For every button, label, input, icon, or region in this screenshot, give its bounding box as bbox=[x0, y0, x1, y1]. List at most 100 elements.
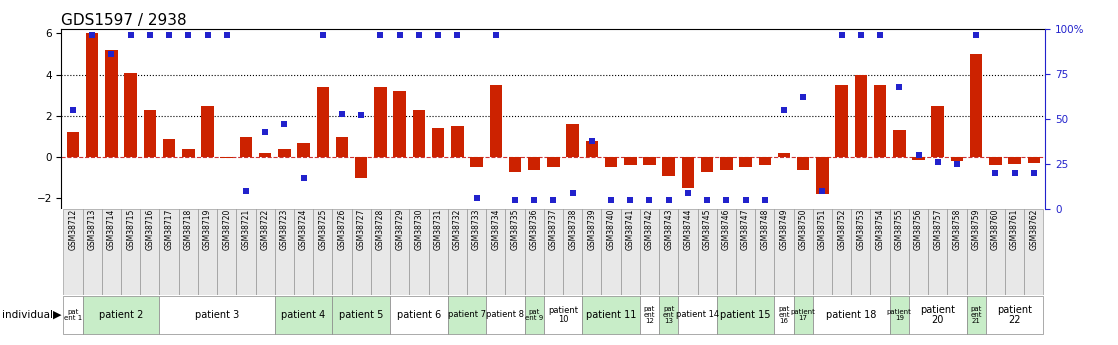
Text: GSM38754: GSM38754 bbox=[875, 209, 884, 250]
Text: individual: individual bbox=[2, 310, 54, 320]
Text: GSM38729: GSM38729 bbox=[395, 209, 405, 250]
Text: GSM38745: GSM38745 bbox=[702, 209, 712, 250]
Text: GSM38732: GSM38732 bbox=[453, 209, 462, 250]
Bar bbox=[524, 209, 543, 295]
Text: GSM38760: GSM38760 bbox=[991, 209, 999, 250]
Bar bbox=[755, 209, 775, 295]
Bar bbox=[871, 209, 890, 295]
Bar bbox=[182, 149, 195, 157]
Bar bbox=[813, 296, 890, 334]
Text: GSM38738: GSM38738 bbox=[568, 209, 577, 250]
Text: GSM38736: GSM38736 bbox=[530, 209, 539, 250]
Text: GSM38743: GSM38743 bbox=[664, 209, 673, 250]
Text: GSM38719: GSM38719 bbox=[203, 209, 212, 250]
Text: GSM38717: GSM38717 bbox=[164, 209, 173, 250]
Bar bbox=[124, 73, 136, 157]
Bar bbox=[528, 157, 540, 169]
Text: patient 8: patient 8 bbox=[486, 310, 524, 319]
Bar bbox=[86, 33, 98, 157]
Text: patient 18: patient 18 bbox=[826, 310, 877, 320]
Bar bbox=[64, 296, 83, 334]
Bar bbox=[390, 296, 447, 334]
Bar bbox=[335, 137, 349, 157]
Text: GSM38718: GSM38718 bbox=[183, 209, 192, 250]
Bar bbox=[143, 110, 157, 157]
Bar bbox=[778, 153, 790, 157]
Bar bbox=[297, 143, 310, 157]
Bar bbox=[352, 209, 371, 295]
Text: GSM38742: GSM38742 bbox=[645, 209, 654, 250]
Text: GSM38746: GSM38746 bbox=[722, 209, 731, 250]
Bar bbox=[986, 296, 1043, 334]
Bar bbox=[102, 209, 121, 295]
Text: GSM38723: GSM38723 bbox=[280, 209, 288, 250]
Bar bbox=[893, 130, 906, 157]
Bar bbox=[201, 106, 214, 157]
Bar bbox=[375, 87, 387, 157]
Bar bbox=[794, 209, 813, 295]
Text: GSM38716: GSM38716 bbox=[145, 209, 154, 250]
Text: GSM38713: GSM38713 bbox=[87, 209, 97, 250]
Text: pat
ent 9: pat ent 9 bbox=[525, 309, 543, 321]
Bar bbox=[486, 209, 505, 295]
Bar bbox=[294, 209, 313, 295]
Bar bbox=[775, 209, 794, 295]
Bar bbox=[947, 209, 967, 295]
Bar bbox=[236, 209, 256, 295]
Bar bbox=[316, 87, 329, 157]
Text: pat
ent
12: pat ent 12 bbox=[644, 306, 655, 324]
Bar bbox=[547, 157, 560, 167]
Text: GSM38759: GSM38759 bbox=[972, 209, 980, 250]
Bar bbox=[83, 209, 102, 295]
Bar bbox=[332, 209, 352, 295]
Bar bbox=[890, 209, 909, 295]
Bar bbox=[490, 85, 502, 157]
Text: GSM38748: GSM38748 bbox=[760, 209, 769, 250]
Bar bbox=[278, 149, 291, 157]
Text: GSM38762: GSM38762 bbox=[1030, 209, 1039, 250]
Text: pat
ent 1: pat ent 1 bbox=[64, 309, 82, 321]
Bar bbox=[409, 209, 428, 295]
Bar bbox=[967, 296, 986, 334]
Bar bbox=[679, 209, 698, 295]
Bar bbox=[1008, 157, 1021, 164]
Bar bbox=[620, 209, 639, 295]
Text: GSM38733: GSM38733 bbox=[472, 209, 481, 250]
Bar bbox=[698, 209, 717, 295]
Text: GSM38720: GSM38720 bbox=[222, 209, 231, 250]
Text: patient 4: patient 4 bbox=[282, 310, 325, 320]
Bar bbox=[140, 209, 160, 295]
Bar bbox=[1005, 209, 1024, 295]
Text: GSM38730: GSM38730 bbox=[415, 209, 424, 250]
Bar bbox=[160, 296, 275, 334]
Bar bbox=[332, 296, 390, 334]
Bar bbox=[832, 209, 851, 295]
Bar bbox=[467, 209, 486, 295]
Text: pat
ent
13: pat ent 13 bbox=[663, 306, 674, 324]
Bar bbox=[909, 209, 928, 295]
Text: GSM38752: GSM38752 bbox=[837, 209, 846, 250]
Text: patient 7: patient 7 bbox=[448, 310, 486, 319]
Bar bbox=[524, 296, 543, 334]
Bar bbox=[256, 209, 275, 295]
Bar bbox=[394, 91, 406, 157]
Bar bbox=[413, 110, 425, 157]
Bar bbox=[639, 209, 660, 295]
Text: GSM38750: GSM38750 bbox=[798, 209, 807, 250]
Bar bbox=[717, 296, 775, 334]
Text: pat
ent
16: pat ent 16 bbox=[778, 306, 789, 324]
Text: patient 5: patient 5 bbox=[339, 310, 383, 320]
Bar bbox=[931, 106, 944, 157]
Bar bbox=[64, 209, 83, 295]
Bar bbox=[1024, 209, 1043, 295]
Bar bbox=[105, 50, 117, 157]
Bar bbox=[739, 157, 751, 167]
Text: patient 3: patient 3 bbox=[195, 310, 239, 320]
Text: GDS1597 / 2938: GDS1597 / 2938 bbox=[61, 13, 187, 28]
Bar bbox=[890, 296, 909, 334]
Text: pat
ent
21: pat ent 21 bbox=[970, 306, 982, 324]
Text: GSM38753: GSM38753 bbox=[856, 209, 865, 250]
Text: patient 15: patient 15 bbox=[720, 310, 770, 320]
Bar bbox=[356, 157, 368, 178]
Text: patient
22: patient 22 bbox=[997, 305, 1032, 325]
